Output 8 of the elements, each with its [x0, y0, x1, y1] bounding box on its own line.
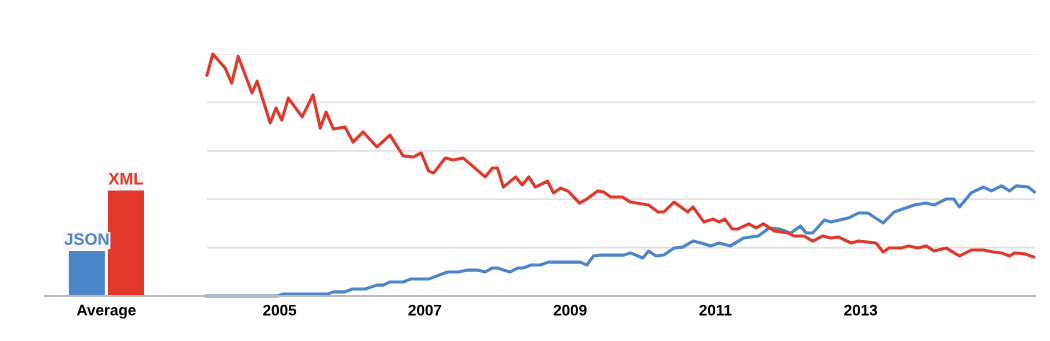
x-tick-label: Average [76, 304, 136, 319]
series-label: JSON [64, 233, 109, 246]
x-tick-label: 2005 [263, 304, 297, 316]
x-tick-label: 2007 [408, 304, 442, 316]
x-tick-label: 2011 [699, 304, 732, 316]
x-tick-label: 2013 [844, 304, 878, 316]
x-tick-label: 2009 [553, 304, 587, 316]
series-label: XML [108, 172, 144, 185]
